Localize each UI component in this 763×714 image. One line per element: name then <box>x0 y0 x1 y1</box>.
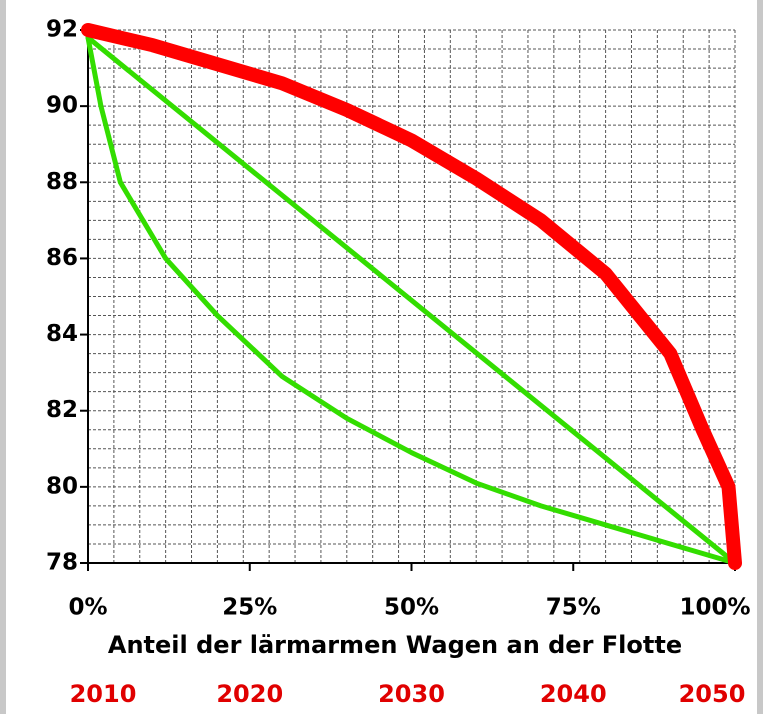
x2-tick-label: 2040 <box>540 680 607 708</box>
x2-tick-label: 2030 <box>378 680 445 708</box>
y-tick-label: 86 <box>46 245 78 271</box>
y-tick-label: 88 <box>46 169 78 195</box>
y-tick-label: 78 <box>46 550 78 576</box>
y-tick-label: 84 <box>46 321 78 347</box>
line <box>81 23 742 570</box>
x2-tick-label: 2050 <box>679 680 746 708</box>
y-tick-label: 90 <box>46 93 78 119</box>
x-axis-label: Anteil der lärmarmen Wagen an der Flotte <box>108 631 682 659</box>
line <box>85 35 738 566</box>
x2-tick-label: 2020 <box>216 680 283 708</box>
x-tick-label: 0% <box>68 595 107 621</box>
x2-tick-label: 2010 <box>70 680 137 708</box>
y-tick-label: 92 <box>46 17 78 43</box>
line <box>85 35 738 566</box>
x-tick-label: 75% <box>546 595 601 621</box>
x-tick-label: 50% <box>384 595 439 621</box>
x-tick-label: 25% <box>222 595 277 621</box>
y-tick-label: 82 <box>46 397 78 423</box>
y-tick-label: 80 <box>46 473 78 499</box>
x-tick-label: 100% <box>679 595 750 621</box>
background <box>6 0 757 714</box>
